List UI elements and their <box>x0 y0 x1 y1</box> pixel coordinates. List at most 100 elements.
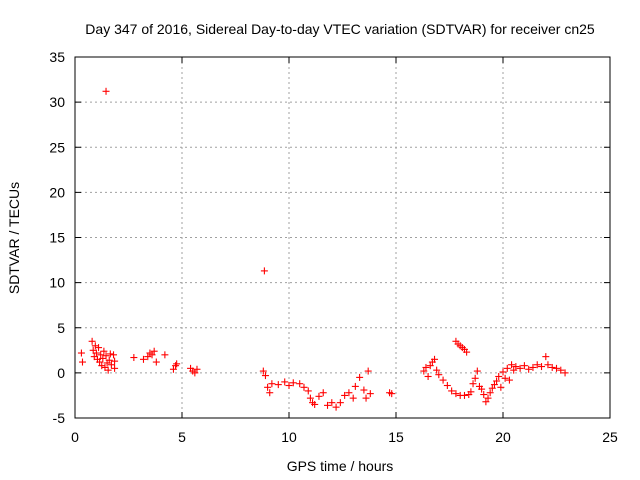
data-point <box>467 388 475 396</box>
data-point <box>336 399 344 407</box>
data-point <box>512 363 520 371</box>
data-point <box>495 372 503 380</box>
data-point <box>424 372 432 380</box>
data-point <box>471 374 479 382</box>
data-point <box>105 356 113 364</box>
data-point <box>542 353 550 361</box>
data-point <box>88 337 96 345</box>
data-point <box>173 360 181 368</box>
data-point <box>452 390 460 398</box>
y-tick-label: 25 <box>49 139 65 155</box>
data-point <box>264 383 272 391</box>
data-point <box>139 355 147 363</box>
data-point <box>95 344 103 352</box>
data-point <box>497 383 505 391</box>
data-point <box>161 351 169 359</box>
y-axis-label: SDTVAR / TECUs <box>6 182 22 294</box>
data-point <box>349 394 357 402</box>
data-point <box>169 365 177 373</box>
x-tick-label: 10 <box>281 429 297 445</box>
data-point <box>426 362 434 370</box>
data-point <box>520 362 528 370</box>
data-point <box>351 382 359 390</box>
data-point <box>100 347 108 355</box>
data-point <box>111 357 119 365</box>
y-tick-label: -5 <box>53 410 66 426</box>
data-point <box>110 351 118 359</box>
data-point <box>422 363 430 371</box>
data-point <box>315 392 323 400</box>
x-tick-label: 5 <box>178 429 186 445</box>
y-tick-label: 15 <box>49 230 65 246</box>
data-point <box>505 376 513 384</box>
data-point <box>388 390 396 398</box>
data-point <box>107 361 115 369</box>
data-point <box>516 364 524 372</box>
data-point <box>152 358 160 366</box>
data-point <box>102 87 110 95</box>
data-point <box>508 361 516 369</box>
data-point <box>561 369 569 377</box>
chart-title: Day 347 of 2016, Sidereal Day-to-day VTE… <box>85 21 595 37</box>
data-point <box>193 365 201 373</box>
data-points <box>77 87 569 411</box>
data-point <box>274 381 282 389</box>
data-point <box>281 378 289 386</box>
data-point <box>538 363 546 371</box>
data-point <box>304 387 312 395</box>
data-point <box>510 366 518 374</box>
data-point <box>341 391 349 399</box>
data-point <box>106 350 114 358</box>
x-tick-label: 20 <box>495 429 511 445</box>
data-point <box>268 380 276 388</box>
data-point <box>111 364 119 372</box>
data-point <box>261 372 269 380</box>
data-point <box>97 351 105 359</box>
data-point <box>460 391 468 399</box>
data-point <box>548 363 556 371</box>
data-point <box>102 352 110 360</box>
y-tick-label: 5 <box>57 320 65 336</box>
data-point <box>473 367 481 375</box>
data-point <box>503 364 511 372</box>
data-point <box>488 384 496 392</box>
x-tick-label: 15 <box>388 429 404 445</box>
data-point <box>484 394 492 402</box>
data-point <box>266 389 274 397</box>
data-point <box>328 399 336 407</box>
data-point <box>332 403 340 411</box>
data-point <box>486 389 494 397</box>
data-point <box>557 366 565 374</box>
data-point <box>77 349 85 357</box>
data-point <box>345 389 353 397</box>
data-point <box>300 383 308 391</box>
data-point <box>311 400 319 408</box>
data-point <box>150 347 158 355</box>
data-point <box>78 358 86 366</box>
data-point <box>144 353 152 361</box>
data-point <box>490 381 498 389</box>
data-point <box>130 354 138 362</box>
data-point <box>296 380 304 388</box>
data-point <box>553 364 560 372</box>
data-point <box>366 390 374 398</box>
data-point <box>306 394 314 402</box>
data-point <box>319 389 327 397</box>
data-point <box>533 361 541 369</box>
data-point <box>191 369 199 377</box>
data-point <box>260 267 268 275</box>
data-point <box>501 374 509 382</box>
data-point <box>448 387 456 395</box>
data-point <box>92 349 100 357</box>
data-point <box>431 355 439 363</box>
data-point <box>285 382 293 390</box>
data-point <box>324 401 332 409</box>
data-point <box>96 358 104 366</box>
y-tick-label: 30 <box>49 94 65 110</box>
data-point <box>435 371 443 379</box>
data-point <box>433 366 441 374</box>
x-tick-label: 0 <box>71 429 79 445</box>
y-tick-label: 20 <box>49 184 65 200</box>
data-point <box>443 382 451 390</box>
